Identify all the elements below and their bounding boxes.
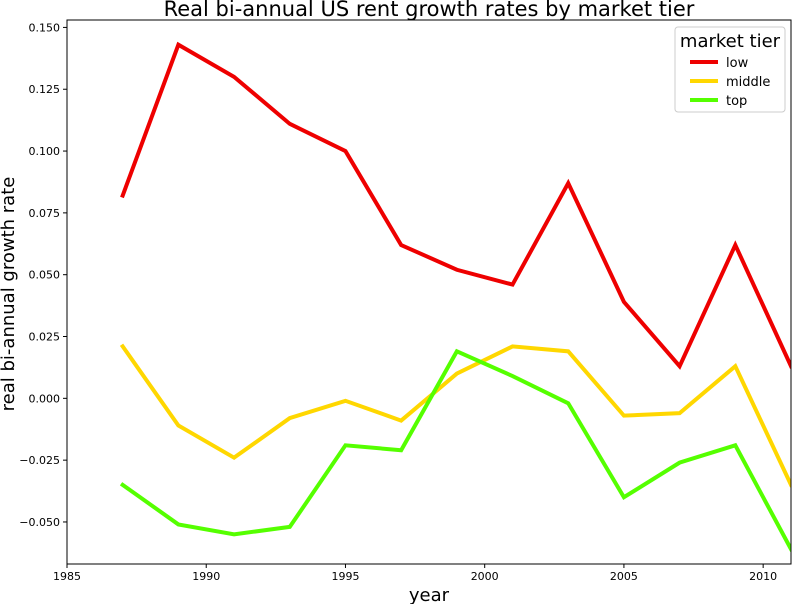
- plot-frame: [66, 19, 792, 565]
- legend-items: low middle top: [690, 56, 770, 109]
- x-tick-label-1995: 1995: [331, 570, 359, 583]
- x-tick-label-2005: 2005: [610, 570, 638, 583]
- y-tick-label-0: −0.050: [19, 516, 60, 529]
- y-tick-label-5: 0.075: [29, 207, 61, 220]
- x-tick-label-1990: 1990: [192, 570, 220, 583]
- y-tick-label-4: 0.050: [29, 269, 61, 282]
- y-tick-label-6: 0.100: [29, 145, 61, 158]
- legend-label-low: low: [726, 56, 749, 71]
- y-tick-label-7: 0.125: [29, 83, 61, 96]
- legend-box: [674, 26, 786, 113]
- legend-label-middle: middle: [726, 75, 770, 90]
- legend-label-top: top: [726, 94, 747, 109]
- x-tick-label-1985: 1985: [53, 570, 81, 583]
- x-tick-label-2010: 2010: [749, 570, 777, 583]
- y-axis: −0.050 −0.025 0.000 0.025 0.050 0.075 0.100 0.1…: [19, 21, 67, 529]
- series-line-low: [120, 41, 791, 370]
- legend: market tier low middle top: [674, 26, 786, 113]
- series-line-middle: [119, 343, 791, 488]
- y-tick-label-8: 0.150: [29, 21, 61, 34]
- y-tick-label-1: −0.025: [19, 454, 60, 467]
- y-axis-title: real bi-annual growth rate: [0, 177, 19, 412]
- x-axis-title: year: [409, 585, 450, 604]
- series-layer: [119, 41, 791, 552]
- legend-title: market tier: [680, 31, 781, 52]
- x-tick-label-2000: 2000: [471, 570, 499, 583]
- x-axis: 1985 1990 1995 2000 2005 2010: [53, 564, 777, 583]
- y-tick-label-3: 0.025: [29, 331, 61, 344]
- chart-title: Real bi-annual US rent growth rates by m…: [164, 0, 695, 21]
- series-line-top: [119, 348, 791, 552]
- y-tick-label-2: 0.000: [29, 392, 61, 405]
